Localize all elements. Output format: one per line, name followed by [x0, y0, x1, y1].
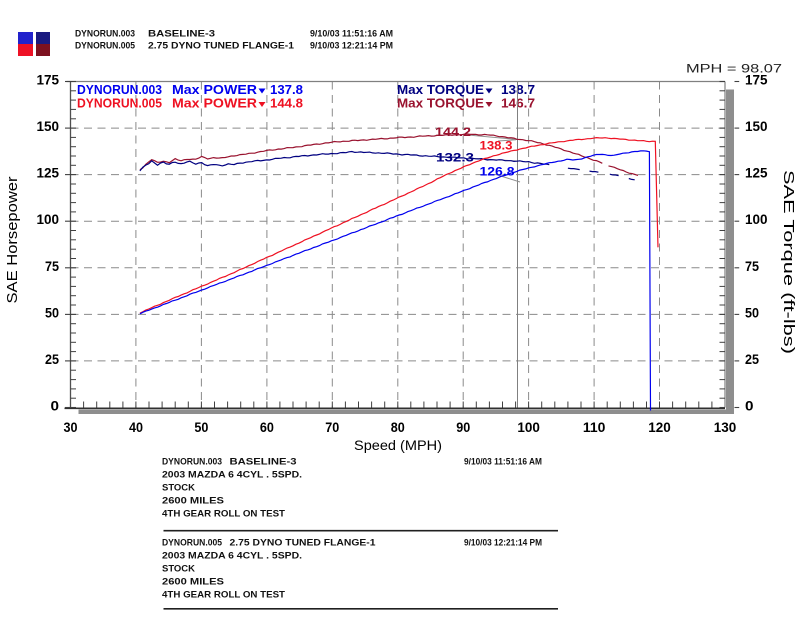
svg-text:SAE Horsepower: SAE Horsepower	[5, 176, 21, 303]
svg-text:DYNORUN.005: DYNORUN.005	[75, 41, 136, 52]
svg-text:BASELINE-3: BASELINE-3	[230, 457, 297, 468]
svg-text:100: 100	[517, 420, 540, 436]
svg-text:SAE Torque (ft-lbs): SAE Torque (ft-lbs)	[780, 170, 796, 354]
svg-text:138.7: 138.7	[501, 83, 535, 97]
svg-text:BASELINE-3: BASELINE-3	[148, 29, 215, 40]
svg-text:DYNORUN.005: DYNORUN.005	[162, 538, 223, 549]
svg-text:Max POWER: Max POWER	[172, 83, 257, 97]
svg-text:75: 75	[745, 259, 759, 275]
svg-text:0: 0	[745, 399, 754, 415]
svg-text:9/10/03 11:51:16 AM: 9/10/03 11:51:16 AM	[310, 29, 393, 39]
svg-text:MPH = 98.07: MPH = 98.07	[686, 62, 782, 76]
svg-text:Max POWER: Max POWER	[172, 97, 257, 111]
svg-text:175: 175	[745, 72, 768, 88]
svg-text:60: 60	[260, 420, 274, 436]
svg-text:144.8: 144.8	[270, 97, 303, 111]
svg-text:132.3: 132.3	[436, 153, 474, 165]
svg-text:DYNORUN.003: DYNORUN.003	[162, 457, 222, 468]
svg-text:120: 120	[648, 420, 671, 436]
svg-text:150: 150	[37, 119, 60, 135]
svg-text:4TH GEAR ROLL ON TEST: 4TH GEAR ROLL ON TEST	[162, 509, 285, 520]
svg-text:126.8: 126.8	[480, 167, 516, 179]
svg-text:Max TORQUE: Max TORQUE	[397, 97, 484, 111]
svg-text:50: 50	[745, 305, 759, 321]
svg-text:70: 70	[325, 420, 339, 436]
svg-text:90: 90	[456, 420, 470, 436]
svg-text:9/10/03 11:51:16 AM: 9/10/03 11:51:16 AM	[464, 457, 542, 467]
svg-text:DYNORUN.003: DYNORUN.003	[75, 29, 135, 40]
svg-text:2003 MAZDA 6 4CYL . 5SPD.: 2003 MAZDA 6 4CYL . 5SPD.	[162, 470, 302, 481]
svg-text:STOCK: STOCK	[162, 483, 195, 494]
svg-text:9/10/03 12:21:14 PM: 9/10/03 12:21:14 PM	[464, 538, 542, 548]
svg-text:2.75 DYNO TUNED FLANGE-1: 2.75 DYNO TUNED FLANGE-1	[230, 538, 377, 549]
svg-text:50: 50	[194, 420, 208, 436]
svg-text:175: 175	[37, 72, 60, 88]
svg-text:25: 25	[745, 352, 759, 368]
svg-text:144.2: 144.2	[435, 127, 471, 139]
svg-text:2600 MILES: 2600 MILES	[162, 496, 224, 507]
svg-text:Max TORQUE: Max TORQUE	[397, 83, 484, 97]
svg-text:146.7: 146.7	[501, 97, 535, 111]
svg-text:4TH GEAR ROLL ON TEST: 4TH GEAR ROLL ON TEST	[162, 590, 285, 601]
svg-text:2600 MILES: 2600 MILES	[162, 577, 224, 588]
svg-text:2.75 DYNO TUNED FLANGE-1: 2.75 DYNO TUNED FLANGE-1	[148, 41, 295, 52]
svg-text:80: 80	[391, 420, 405, 436]
svg-text:110: 110	[583, 420, 606, 436]
svg-text:100: 100	[745, 212, 768, 228]
svg-text:DYNORUN.003: DYNORUN.003	[77, 83, 162, 97]
svg-text:Speed (MPH): Speed (MPH)	[354, 437, 442, 453]
svg-text:150: 150	[745, 119, 768, 135]
svg-text:40: 40	[129, 420, 143, 436]
svg-text:138.3: 138.3	[480, 141, 513, 153]
svg-text:25: 25	[45, 352, 59, 368]
svg-text:DYNORUN.005: DYNORUN.005	[77, 97, 162, 111]
svg-text:2003 MAZDA 6 4CYL . 5SPD.: 2003 MAZDA 6 4CYL . 5SPD.	[162, 551, 302, 562]
svg-text:125: 125	[37, 166, 60, 182]
svg-text:125: 125	[745, 166, 768, 182]
svg-text:75: 75	[45, 259, 59, 275]
svg-text:30: 30	[64, 420, 78, 436]
svg-text:0: 0	[51, 399, 60, 415]
svg-text:137.8: 137.8	[270, 83, 303, 97]
svg-text:50: 50	[45, 305, 59, 321]
svg-text:130: 130	[714, 420, 737, 436]
svg-text:STOCK: STOCK	[162, 564, 195, 575]
svg-text:100: 100	[37, 212, 60, 228]
svg-text:9/10/03 12:21:14 PM: 9/10/03 12:21:14 PM	[310, 41, 393, 51]
